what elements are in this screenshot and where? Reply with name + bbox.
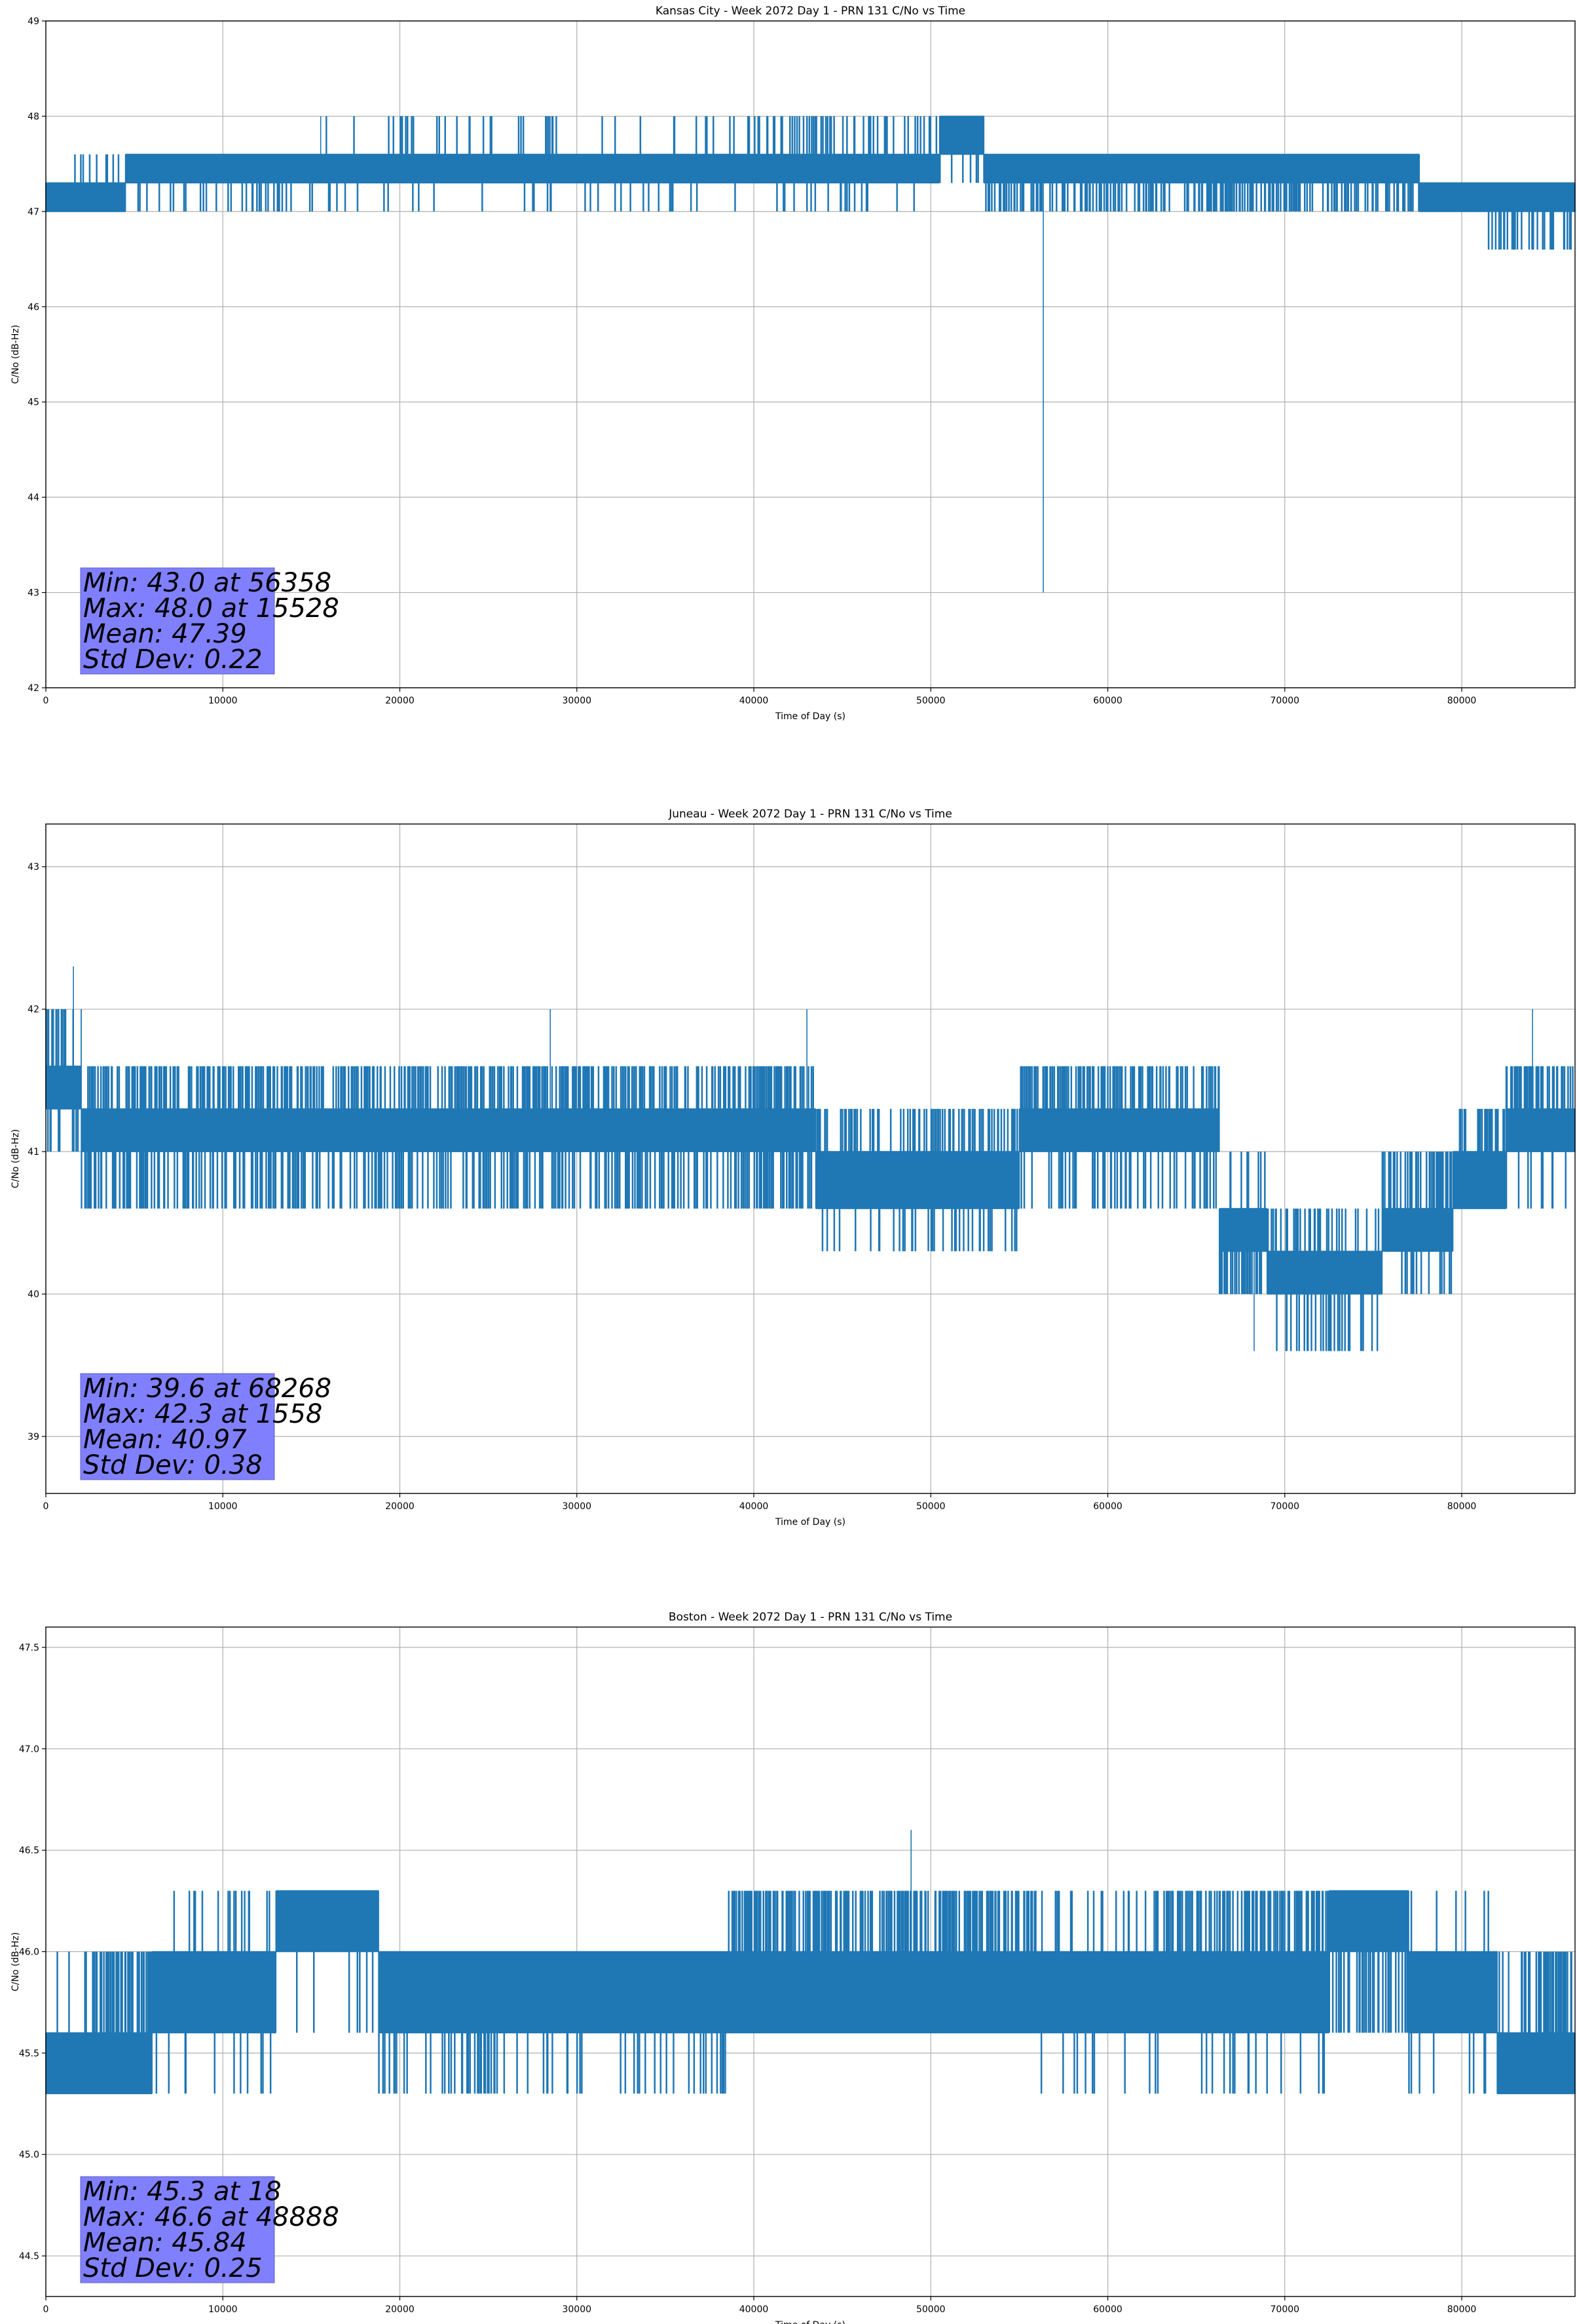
x-tick-label: 0: [43, 1501, 49, 1512]
x-tick-label: 70000: [1271, 1501, 1300, 1512]
x-axis-label: Time of Day (s): [775, 2320, 845, 2324]
y-tick-label: 46.5: [19, 1846, 39, 1856]
x-tick-label: 0: [43, 2304, 49, 2315]
x-tick-label: 50000: [916, 2304, 946, 2315]
stats-line: Std Dev: 0.25: [83, 2253, 263, 2283]
x-tick-label: 0: [43, 696, 49, 706]
x-tick-label: 30000: [562, 696, 591, 706]
y-tick-label: 43: [28, 588, 39, 599]
x-tick-label: 10000: [208, 1501, 238, 1512]
chart-panel-1: Kansas City - Week 2072 Day 1 - PRN 131 …: [10, 5, 1576, 722]
x-tick-label: 50000: [916, 1501, 946, 1512]
data-line: [45, 115, 1576, 593]
x-tick-label: 70000: [1271, 2304, 1300, 2315]
y-tick-label: 41: [28, 1147, 39, 1157]
plot-frame: [45, 823, 1576, 1494]
y-tick-label: 43: [28, 862, 39, 872]
x-tick-label: 60000: [1093, 696, 1122, 706]
chart-title: Juneau - Week 2072 Day 1 - PRN 131 C/No …: [668, 808, 952, 821]
stats-box: [80, 567, 275, 675]
y-axis-label: C/No (dB-Hz): [10, 325, 21, 384]
x-tick-label: 50000: [916, 696, 946, 706]
y-axis-label: C/No (dB-Hz): [10, 1129, 21, 1188]
y-tick-label: 48: [28, 111, 39, 122]
y-axis-label: C/No (dB-Hz): [10, 1932, 21, 1991]
x-tick-label: 60000: [1093, 2304, 1122, 2315]
x-tick-label: 10000: [208, 2304, 238, 2315]
x-tick-label: 40000: [739, 696, 769, 706]
x-tick-label: 70000: [1271, 696, 1300, 706]
stats-line: Mean: 40.97: [83, 1425, 247, 1455]
stats-box: [80, 2176, 275, 2283]
x-tick-label: 80000: [1447, 1501, 1477, 1512]
x-tick-label: 20000: [385, 696, 415, 706]
y-tick-label: 47.5: [19, 1643, 39, 1653]
y-tick-label: 42: [28, 1005, 39, 1015]
y-tick-label: 42: [28, 683, 39, 694]
stats-box: [80, 1373, 275, 1480]
stats-line: Mean: 47.39: [83, 619, 247, 649]
x-tick-label: 20000: [385, 1501, 415, 1512]
stats-line: Max: 46.6 at 48888: [83, 2202, 339, 2232]
x-tick-label: 40000: [739, 2304, 769, 2315]
plot-frame: [45, 20, 1576, 688]
y-tick-label: 44.5: [19, 2251, 39, 2262]
data-line: [45, 966, 1576, 1351]
chart-title: Boston - Week 2072 Day 1 - PRN 131 C/No …: [669, 1611, 952, 1624]
stats-line: Min: 39.6 at 68268: [83, 1374, 331, 1404]
stats-line: Max: 42.3 at 1558: [83, 1399, 322, 1429]
stats-line: Max: 48.0 at 15528: [83, 593, 339, 624]
stats-line: Min: 45.3 at 18: [83, 2177, 282, 2207]
y-tick-label: 45: [28, 398, 39, 408]
plot-frame: [45, 1626, 1576, 2297]
x-tick-label: 30000: [562, 2304, 591, 2315]
y-tick-label: 45.0: [19, 2150, 39, 2160]
x-tick-label: 40000: [739, 1501, 769, 1512]
x-tick-label: 20000: [385, 2304, 415, 2315]
x-tick-label: 80000: [1447, 2304, 1477, 2315]
x-tick-label: 10000: [208, 696, 238, 706]
chart-panel-2: Juneau - Week 2072 Day 1 - PRN 131 C/No …: [10, 808, 1576, 1527]
y-tick-label: 40: [28, 1290, 39, 1300]
y-tick-label: 47: [28, 207, 39, 217]
x-axis-label: Time of Day (s): [775, 711, 845, 722]
y-tick-label: 47.0: [19, 1744, 39, 1755]
chart-title: Kansas City - Week 2072 Day 1 - PRN 131 …: [656, 5, 965, 18]
data-line: [45, 1829, 1576, 2095]
x-tick-label: 30000: [562, 1501, 591, 1512]
y-tick-label: 46.0: [19, 1947, 39, 1958]
y-tick-label: 39: [28, 1432, 39, 1442]
y-tick-label: 46: [28, 302, 39, 312]
stats-line: Std Dev: 0.22: [83, 645, 263, 675]
y-tick-label: 45.5: [19, 2048, 39, 2059]
y-tick-label: 49: [28, 16, 39, 27]
x-tick-label: 80000: [1447, 696, 1477, 706]
chart-panel-3: Boston - Week 2072 Day 1 - PRN 131 C/No …: [10, 1611, 1576, 2324]
x-axis-label: Time of Day (s): [775, 1517, 845, 1527]
x-tick-label: 60000: [1093, 1501, 1122, 1512]
stats-line: Mean: 45.84: [83, 2228, 247, 2258]
stats-line: Min: 43.0 at 56358: [83, 568, 331, 598]
stats-line: Std Dev: 0.38: [83, 1450, 263, 1480]
y-tick-label: 44: [28, 493, 39, 503]
